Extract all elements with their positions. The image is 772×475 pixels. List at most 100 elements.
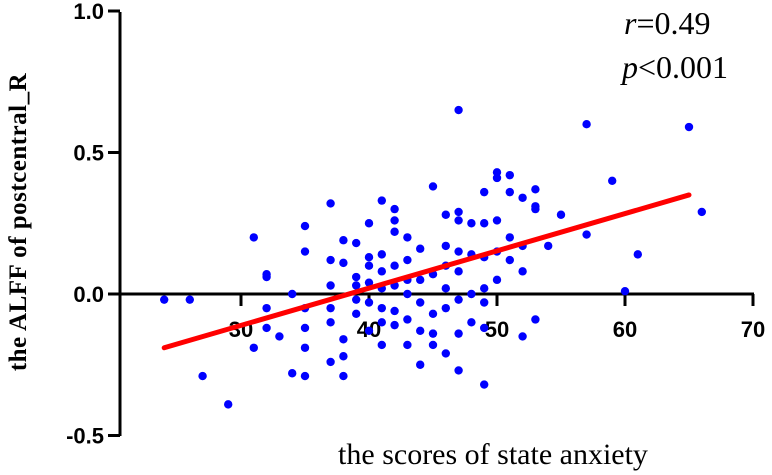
data-point xyxy=(339,236,348,245)
ticks xyxy=(108,9,755,437)
data-point xyxy=(492,275,502,285)
data-point xyxy=(364,253,374,262)
data-point xyxy=(326,357,335,367)
y-axis-label: the ALFF of postcentral_R xyxy=(5,72,32,371)
data-points xyxy=(160,105,706,409)
data-point xyxy=(377,267,386,276)
data-point xyxy=(326,303,335,313)
y-tick-label: 0.5 xyxy=(73,141,104,166)
data-point xyxy=(390,204,399,214)
regression-line xyxy=(161,192,692,351)
data-point xyxy=(467,289,476,299)
data-point xyxy=(480,284,489,293)
x-axis-label: the scores of state anxiety xyxy=(338,438,648,471)
tick-labels: 1.00.50.0-0.53040506070 xyxy=(66,0,765,449)
r-value: =0.49 xyxy=(636,5,710,41)
data-point xyxy=(390,227,399,236)
data-point xyxy=(262,303,271,313)
data-point xyxy=(531,204,540,214)
data-point xyxy=(377,303,386,313)
data-point xyxy=(339,371,348,381)
p-value: <0.001 xyxy=(638,49,728,85)
data-point xyxy=(441,210,450,219)
data-point xyxy=(288,369,297,378)
y-tick-label: 1.0 xyxy=(73,0,104,24)
data-point xyxy=(300,323,310,333)
data-point xyxy=(544,241,553,251)
data-point xyxy=(620,286,630,296)
data-point xyxy=(531,315,540,324)
data-point xyxy=(454,366,463,375)
data-point xyxy=(364,219,374,228)
data-point xyxy=(300,247,310,256)
data-point xyxy=(224,400,233,409)
data-point xyxy=(403,289,412,299)
data-point xyxy=(505,187,514,197)
data-point xyxy=(326,199,335,208)
data-point xyxy=(454,295,463,304)
p-symbol: p xyxy=(620,49,638,85)
data-point xyxy=(454,267,463,276)
data-point xyxy=(582,230,591,239)
data-point xyxy=(249,233,258,242)
data-point xyxy=(441,241,450,251)
data-point xyxy=(403,255,412,265)
data-point xyxy=(198,371,207,381)
data-point xyxy=(505,170,514,180)
data-point xyxy=(403,233,412,242)
data-point xyxy=(300,371,310,381)
data-point xyxy=(505,233,514,242)
data-point xyxy=(428,182,438,191)
data-point xyxy=(441,349,450,358)
data-point xyxy=(416,360,425,369)
data-point xyxy=(390,261,399,270)
data-point xyxy=(467,318,476,327)
data-point xyxy=(454,247,463,256)
data-point xyxy=(684,122,694,132)
x-tick-label: 60 xyxy=(613,317,637,342)
data-point xyxy=(492,173,502,183)
data-point xyxy=(428,329,438,338)
data-point xyxy=(377,318,386,327)
y-tick-label: -0.5 xyxy=(66,424,104,449)
data-point xyxy=(275,332,284,341)
x-tick-label: 50 xyxy=(485,317,509,342)
data-point xyxy=(377,340,386,350)
data-point xyxy=(339,335,348,344)
data-point xyxy=(403,340,412,350)
data-point xyxy=(518,332,527,341)
data-point xyxy=(416,298,425,307)
data-point xyxy=(556,210,566,219)
p-annotation: p<0.001 xyxy=(620,49,728,85)
data-point xyxy=(326,318,335,327)
r-annotation: r=0.49 xyxy=(624,5,711,41)
data-point xyxy=(416,326,425,335)
data-point xyxy=(480,298,489,307)
data-point xyxy=(480,380,489,389)
data-point xyxy=(364,261,374,270)
data-point xyxy=(326,281,335,290)
data-point xyxy=(416,244,425,253)
data-point xyxy=(441,284,450,293)
data-point xyxy=(249,343,258,352)
data-point xyxy=(352,272,361,282)
data-point xyxy=(454,216,463,225)
x-tick-label: 70 xyxy=(741,317,765,342)
data-point xyxy=(416,275,425,285)
data-point xyxy=(480,323,489,333)
r-symbol: r xyxy=(624,5,637,41)
data-point xyxy=(364,278,374,287)
data-point xyxy=(262,323,271,333)
data-point xyxy=(160,295,169,304)
data-point xyxy=(352,238,361,248)
data-point xyxy=(300,343,310,352)
data-point xyxy=(326,255,335,265)
data-point xyxy=(390,216,399,225)
data-point xyxy=(352,281,361,290)
data-point xyxy=(428,309,438,319)
data-point xyxy=(339,258,348,268)
data-point xyxy=(441,303,450,313)
data-point xyxy=(454,329,463,338)
data-point xyxy=(582,120,591,129)
